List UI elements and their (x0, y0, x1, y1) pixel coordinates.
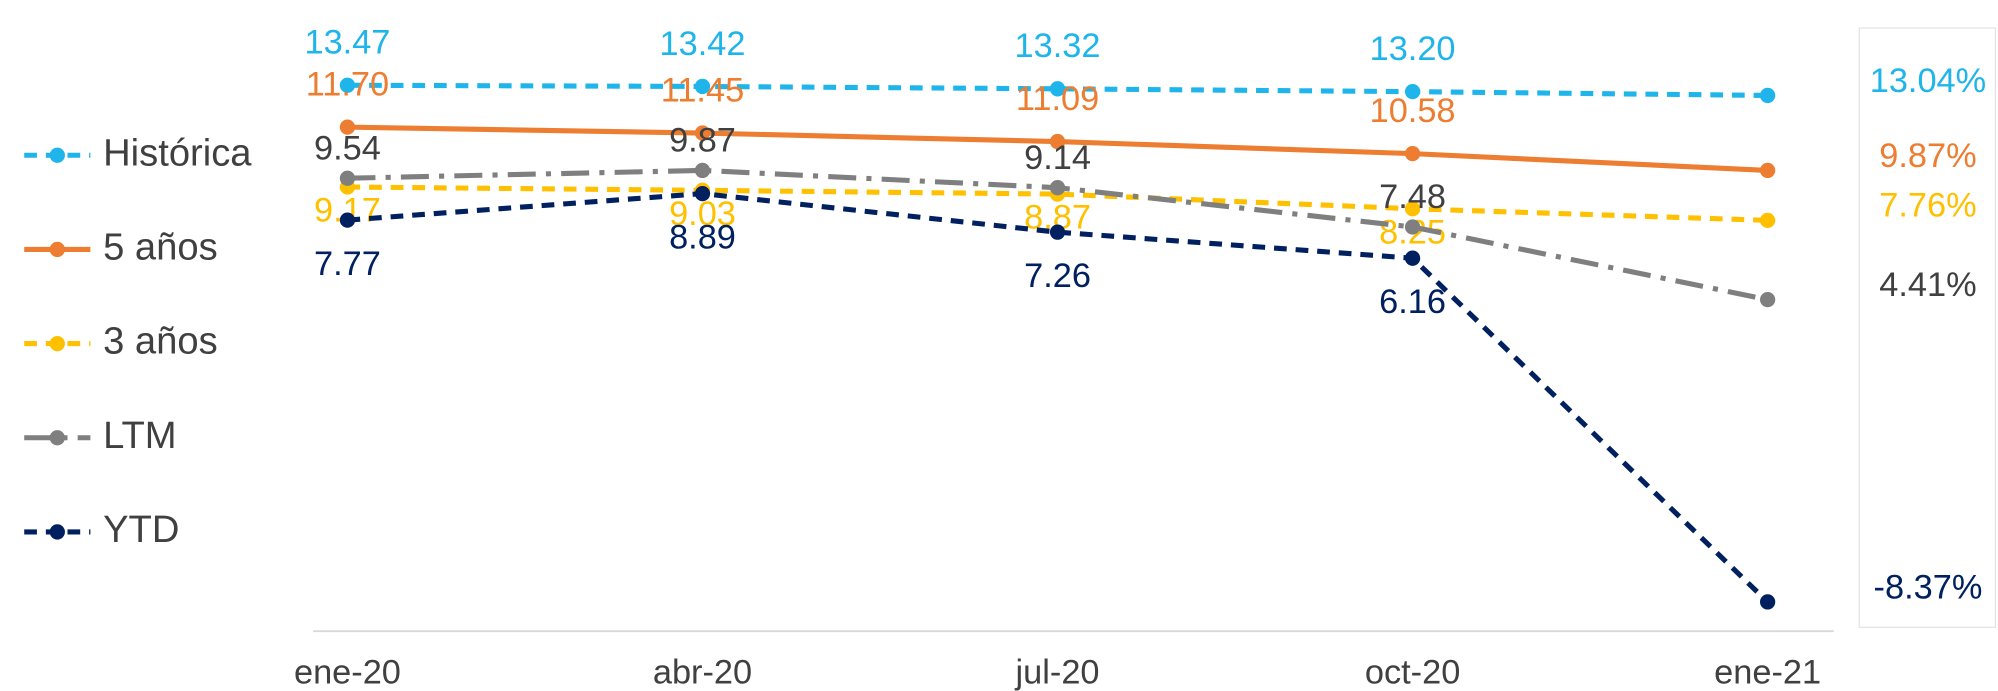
data-label: 9.54 (314, 129, 381, 167)
legend-label: LTM (103, 414, 176, 457)
point (1404, 250, 1421, 266)
data-label: 11.09 (1016, 80, 1099, 118)
data-label: 7.77 (314, 245, 381, 283)
data-label: 4.41% (1879, 266, 1976, 304)
legend-marker (49, 335, 65, 352)
point (1759, 212, 1776, 228)
x-tick-label: abr-20 (653, 654, 752, 691)
point (1759, 594, 1776, 610)
data-label: 13.04% (1870, 62, 1986, 100)
x-tick-label: ene-21 (1714, 654, 1821, 691)
data-label: 7.48 (1379, 178, 1446, 216)
point (1404, 145, 1421, 162)
data-label: 9.87% (1879, 137, 1976, 175)
data-label: 11.45 (661, 71, 744, 109)
legend-label: Histórica (103, 131, 252, 174)
point (339, 212, 356, 228)
point (1759, 162, 1776, 179)
point (694, 162, 711, 179)
point (339, 77, 356, 93)
data-label: 9.87 (669, 122, 736, 160)
point (1049, 133, 1066, 150)
point (1049, 224, 1066, 240)
legend-marker (49, 147, 65, 163)
legend-marker (49, 524, 65, 540)
point (1759, 291, 1776, 308)
data-label: 13.32 (1015, 27, 1101, 65)
data-label: 9.14 (1024, 139, 1091, 177)
point (1404, 84, 1421, 100)
series-line (347, 191, 1770, 604)
x-tick-label: jul-20 (1015, 654, 1100, 691)
point (1049, 81, 1066, 97)
x-tick-label: ene-20 (294, 654, 401, 691)
data-label: 13.47 (304, 24, 390, 62)
data-label: -8.37% (1874, 568, 1983, 606)
legend-label: 5 años (103, 225, 218, 268)
x-tick-label: oct-20 (1365, 654, 1460, 691)
legend-marker (49, 241, 65, 258)
data-label: 11.70 (306, 65, 389, 103)
data-label: 13.42 (660, 25, 746, 63)
point (339, 119, 356, 135)
legend-marker (49, 430, 65, 446)
data-label: 13.20 (1370, 30, 1456, 68)
data-label: 10.58 (1370, 92, 1456, 130)
legend-label: 3 años (103, 320, 218, 363)
point (694, 185, 711, 202)
data-label: 7.76% (1879, 187, 1976, 225)
point (1404, 219, 1421, 235)
point (1759, 87, 1776, 104)
point (339, 170, 356, 186)
point (694, 125, 711, 141)
legend-label: YTD (103, 508, 179, 551)
data-label: 7.26 (1024, 257, 1091, 295)
point (1404, 201, 1421, 217)
data-label: 8.89 (669, 218, 736, 256)
data-label: 6.16 (1379, 283, 1446, 321)
point (1049, 180, 1066, 196)
point (694, 78, 711, 95)
label-box (1858, 27, 1997, 629)
